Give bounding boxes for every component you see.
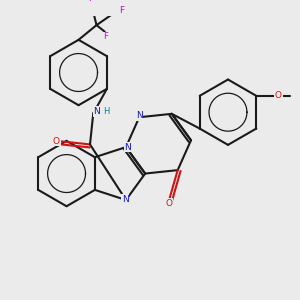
Text: N: N: [136, 111, 142, 120]
Text: O: O: [275, 91, 282, 100]
Text: N: N: [124, 142, 131, 152]
Text: F: F: [103, 32, 108, 41]
Text: F: F: [119, 6, 124, 15]
Text: H: H: [103, 107, 110, 116]
Text: N: N: [122, 195, 128, 204]
Text: O: O: [166, 199, 172, 208]
Text: F: F: [88, 0, 93, 3]
Text: N: N: [93, 107, 100, 116]
Text: O: O: [53, 137, 60, 146]
